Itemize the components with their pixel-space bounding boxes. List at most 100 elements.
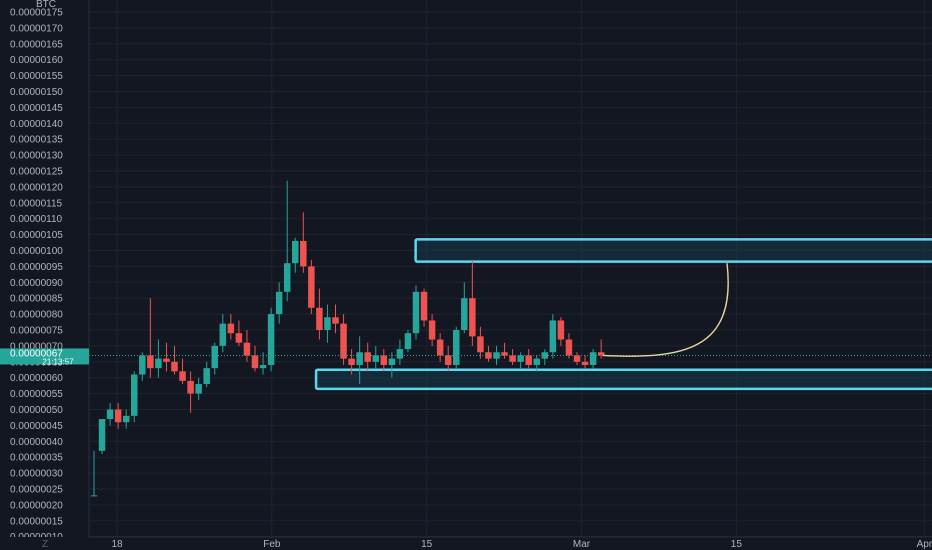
support-zone-box[interactable] <box>314 368 932 391</box>
timezone-icon[interactable]: Z <box>42 539 48 550</box>
x-tick-label: 15 <box>731 539 743 550</box>
candle-body <box>235 333 243 343</box>
candle-body <box>259 364 267 369</box>
y-tick-label: 0.00000070 <box>10 341 63 352</box>
candle-body <box>404 333 412 350</box>
candle-body <box>308 266 315 308</box>
candle <box>187 371 194 413</box>
y-tick-label: 0.00000170 <box>10 23 63 34</box>
candle <box>477 326 484 359</box>
price-label-bg <box>0 348 89 365</box>
candle-body <box>332 317 339 324</box>
y-tick-label: 0.00000040 <box>10 437 63 448</box>
candle-body <box>573 355 581 362</box>
y-tick-label: 0.00000080 <box>10 310 63 321</box>
candle-body <box>90 495 98 497</box>
candle-body <box>525 355 532 365</box>
candle <box>364 342 371 372</box>
candle-body <box>275 291 283 315</box>
candle <box>235 320 243 346</box>
candle-body <box>589 352 597 365</box>
y-tick-label: 0.00000150 <box>10 87 63 98</box>
candle <box>203 361 210 388</box>
candle <box>581 355 589 369</box>
candle <box>267 307 275 372</box>
y-tick-label: 0.00000115 <box>10 198 63 209</box>
candle-body <box>324 317 331 330</box>
candle <box>420 288 428 327</box>
candle <box>147 298 154 378</box>
y-tick-label: 0.00000095 <box>10 262 63 273</box>
candle-body <box>203 368 210 385</box>
candle-body <box>114 409 122 423</box>
candlestick-series <box>90 180 605 497</box>
y-tick-label: 0.00000050 <box>10 405 63 416</box>
candle-body <box>340 323 347 359</box>
candle-body <box>155 358 162 369</box>
candle <box>469 260 476 346</box>
y-tick-label: 0.00000175 <box>10 8 63 19</box>
price-axis: 0.000000100.000000150.000000200.00000025… <box>10 8 63 544</box>
candle-body <box>131 374 138 416</box>
candle <box>348 349 355 375</box>
y-tick-label: 0.00000100 <box>10 246 63 257</box>
y-tick-label: 0.00000110 <box>10 214 63 225</box>
candle-body <box>171 361 178 372</box>
resistance-zone-box[interactable] <box>414 238 932 263</box>
candle <box>436 333 444 362</box>
candle-body <box>549 320 557 353</box>
candle-body <box>356 352 363 365</box>
candle-body <box>557 320 565 340</box>
candle-body <box>597 352 605 356</box>
candle <box>98 419 106 455</box>
candle-body <box>436 339 444 356</box>
candle-body <box>428 320 436 340</box>
candle <box>90 450 98 497</box>
y-tick-label: 0.00000105 <box>10 230 63 241</box>
candle-body <box>316 307 323 330</box>
y-tick-label: 0.00000020 <box>10 500 63 511</box>
y-tick-label: 0.00000035 <box>10 453 63 464</box>
candle-body <box>493 352 500 359</box>
price-axis-panel[interactable] <box>0 0 89 550</box>
y-tick-label: 0.00000015 <box>10 516 63 527</box>
candle <box>275 282 283 324</box>
candle-body <box>283 263 291 292</box>
candle-body <box>565 339 573 356</box>
candle-body <box>388 358 396 365</box>
candle <box>461 282 468 334</box>
y-tick-label: 0.00000060 <box>10 373 63 384</box>
y-tick-label: 0.00000130 <box>10 151 63 162</box>
y-tick-label: 0.00000160 <box>10 55 63 66</box>
candle-body <box>477 336 484 353</box>
y-tick-label: 0.00000140 <box>10 119 63 130</box>
candle <box>259 352 267 375</box>
candle-body <box>195 384 202 394</box>
candle-body <box>444 355 452 365</box>
candle-body <box>179 371 186 381</box>
candle-body <box>372 355 379 362</box>
currency-label: BTC <box>36 0 56 10</box>
zone-boxes[interactable] <box>314 238 932 391</box>
candle <box>195 377 202 400</box>
candle <box>501 342 508 359</box>
candle-body <box>348 358 355 365</box>
time-axis-panel[interactable] <box>0 537 932 550</box>
overlays <box>89 263 932 357</box>
candle-body <box>163 358 170 362</box>
candle <box>565 333 573 359</box>
candle-body <box>453 330 460 365</box>
candle <box>541 349 549 365</box>
candle-body <box>219 323 227 346</box>
candle <box>453 326 460 369</box>
candle-body <box>364 352 371 362</box>
bar-countdown: 21:13:57 <box>42 357 74 366</box>
candle-body <box>469 298 476 337</box>
candle <box>163 342 170 372</box>
candle <box>211 342 218 375</box>
y-tick-label: 0.00000075 <box>10 326 63 337</box>
y-tick-label: 0.00000085 <box>10 294 63 305</box>
candle-body <box>461 298 468 330</box>
